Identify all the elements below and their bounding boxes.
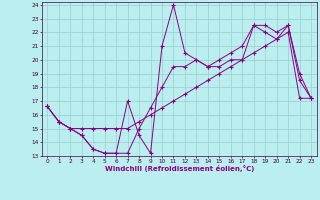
X-axis label: Windchill (Refroidissement éolien,°C): Windchill (Refroidissement éolien,°C)	[105, 165, 254, 172]
